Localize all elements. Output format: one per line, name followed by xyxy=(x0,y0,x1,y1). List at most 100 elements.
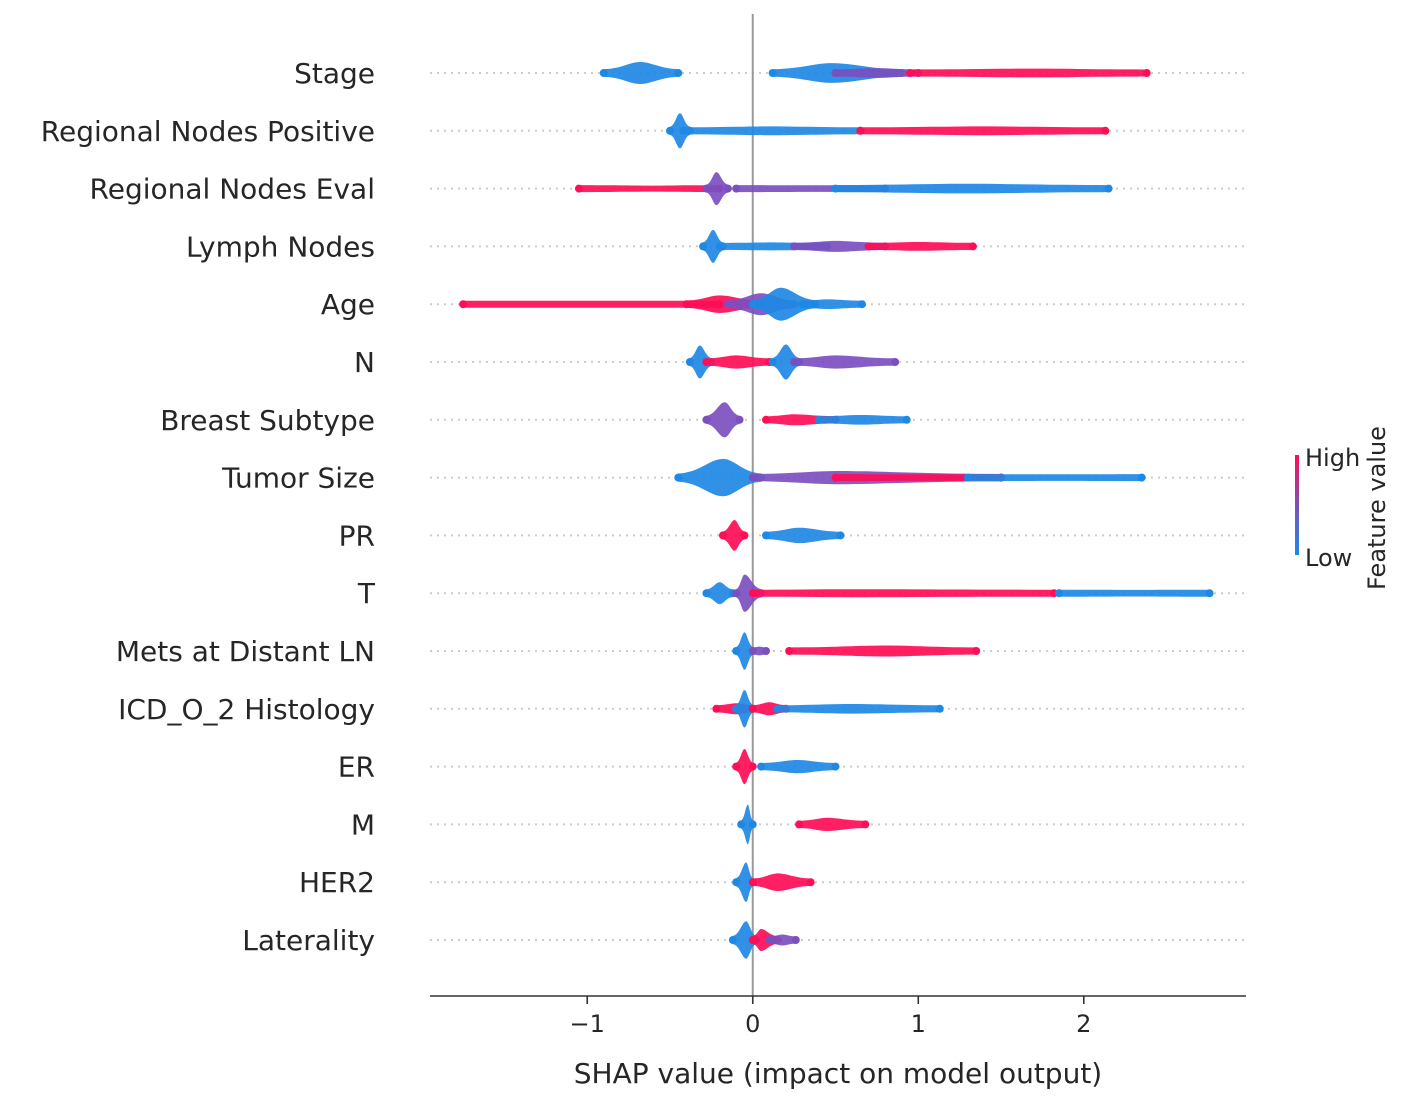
swarm-pr-1 xyxy=(722,520,745,551)
swarm-end-tumor-size-1-left xyxy=(674,473,683,482)
swarm-breast-subtype-3 xyxy=(818,415,907,425)
swarm-end-age-3-left xyxy=(723,300,732,309)
swarm-end-breast-subtype-2-left xyxy=(762,415,770,424)
swarm-end-mets-at-distant-ln-2-right xyxy=(762,647,770,655)
swarm-end-n-1-left xyxy=(685,358,694,366)
swarm-age-5 xyxy=(802,299,862,309)
swarm-pr-2 xyxy=(766,527,841,544)
swarm-m-2 xyxy=(799,817,866,831)
swarm-stage-1 xyxy=(603,62,679,84)
swarm-end-laterality-2-left xyxy=(748,936,757,944)
swarm-end-tumor-size-4-right xyxy=(1137,473,1146,482)
swarm-end-mets-at-distant-ln-1-left xyxy=(732,647,741,655)
swarm-end-icd-o-2-histology-1-left xyxy=(712,704,721,713)
swarm-regional-nodes-eval-1 xyxy=(578,185,720,193)
x-axis-label: SHAP value (impact on model output) xyxy=(574,1057,1102,1090)
x-ticks: −1 0 1 2 xyxy=(570,996,1091,1038)
swarm-end-er-1-left xyxy=(732,762,741,771)
swarm-end-regional-nodes-eval-1-left xyxy=(574,184,583,193)
swarm-regional-nodes-eval-2 xyxy=(706,172,728,206)
swarm-end-breast-subtype-1-left xyxy=(702,415,711,424)
swarm-laterality-1 xyxy=(732,921,757,959)
swarm-end-tumor-size-3-left xyxy=(831,473,840,482)
swarm-end-er-2-right xyxy=(831,762,840,771)
swarm-end-lymph-nodes-1-left xyxy=(699,242,708,251)
swarm-end-pr-1-left xyxy=(718,531,727,540)
swarm-end-age-5-left xyxy=(798,300,807,309)
swarm-n-4 xyxy=(794,355,896,369)
swarm-end-age-1-left xyxy=(459,300,468,309)
swarm-end-er-2-left xyxy=(757,762,766,771)
swarm-end-n-4-right xyxy=(891,358,900,366)
swarm-tumor-size-4 xyxy=(967,474,1142,482)
swarm-n-1 xyxy=(689,345,712,379)
feature-label-lymph-nodes: Lymph Nodes xyxy=(186,230,375,263)
swarm-regional-nodes-positive-3 xyxy=(860,126,1106,136)
feature-label-age: Age xyxy=(321,288,375,321)
swarm-regional-nodes-positive-2 xyxy=(683,126,861,136)
swarm-end-er-1-right xyxy=(748,762,757,771)
swarm-end-breast-subtype-3-left xyxy=(814,415,823,424)
swarm-end-regional-nodes-eval-2-left xyxy=(702,184,711,193)
swarm-end-laterality-3-right xyxy=(791,936,800,944)
colorbar: High Low Feature value xyxy=(1295,426,1391,590)
feature-label-er: ER xyxy=(338,751,375,784)
swarm-laterality-3 xyxy=(769,934,796,946)
swarm-t-1 xyxy=(706,582,733,605)
x-tick-label: 1 xyxy=(911,1010,926,1038)
swarm-end-stage-2-left xyxy=(768,69,777,77)
swarm-end-n-4-left xyxy=(790,358,799,366)
swarm-end-lymph-nodes-4-left xyxy=(864,242,873,251)
feature-label-breast-subtype: Breast Subtype xyxy=(160,404,375,437)
feature-label-her2: HER2 xyxy=(299,866,375,899)
x-tick-label: 0 xyxy=(745,1010,760,1038)
swarm-end-stage-3-left xyxy=(831,69,840,77)
swarm-tumor-size-3 xyxy=(835,474,1001,482)
swarm-end-laterality-3-left xyxy=(765,936,774,944)
swarm-end-m-2-left xyxy=(795,820,804,829)
swarm-age-4 xyxy=(752,287,816,321)
swarm-end-regional-nodes-positive-3-right xyxy=(1101,126,1110,135)
colorbar-gradient xyxy=(1295,455,1299,555)
swarm-end-n-2-left xyxy=(702,358,711,366)
swarm-er-1 xyxy=(736,749,753,785)
feature-label-tumor-size: Tumor Size xyxy=(221,462,375,495)
swarm-end-t-4-right xyxy=(1205,589,1214,598)
swarm-end-tumor-size-4-left xyxy=(963,473,972,482)
swarm-end-lymph-nodes-4-right xyxy=(968,242,977,251)
swarm-mets-at-distant-ln-1 xyxy=(736,632,753,670)
colorbar-high-label: High xyxy=(1305,444,1360,472)
swarm-stage-3 xyxy=(835,68,919,78)
swarm-regional-nodes-eval-4 xyxy=(835,183,1109,194)
swarm-end-tumor-size-2-left xyxy=(748,473,757,482)
swarm-n-2 xyxy=(706,355,770,369)
feature-label-laterality: Laterality xyxy=(242,924,375,957)
swarm-end-t-4-left xyxy=(1054,589,1063,598)
swarm-end-m-1-right xyxy=(748,820,757,829)
swarm-end-regional-nodes-positive-3-left xyxy=(856,126,865,135)
swarm-breast-subtype-1 xyxy=(706,402,740,438)
swarm-end-regional-nodes-eval-2-right xyxy=(723,184,732,193)
swarm-her2-2 xyxy=(752,873,811,891)
row-guides xyxy=(430,72,1246,941)
swarm-end-t-1-left xyxy=(702,589,711,598)
swarm-end-m-1-left xyxy=(737,820,746,829)
swarm-end-age-4-left xyxy=(748,300,757,309)
swarm-end-laterality-1-left xyxy=(728,936,737,944)
swarm-end-pr-1-right xyxy=(740,531,749,540)
colorbar-title: Feature value xyxy=(1363,426,1391,590)
swarm-lymph-nodes-1 xyxy=(703,229,723,263)
swarm-age-1 xyxy=(463,300,720,308)
swarm-end-mets-at-distant-ln-3-left xyxy=(785,647,794,655)
swarm-end-icd-o-2-histology-2-left xyxy=(732,704,741,713)
colorbar-low-label: Low xyxy=(1305,544,1352,572)
swarm-end-icd-o-2-histology-3-left xyxy=(748,704,757,713)
x-axis: −1 0 1 2 SHAP value (impact on model output… xyxy=(430,995,1246,1090)
feature-label-pr: PR xyxy=(339,519,375,552)
feature-label-t: T xyxy=(357,577,376,610)
swarm-lymph-nodes-3 xyxy=(794,240,886,252)
swarm-end-mets-at-distant-ln-2-left xyxy=(748,647,757,655)
swarm-laterality-2 xyxy=(752,929,778,951)
swarm-end-her2-1-left xyxy=(732,878,741,887)
swarm-end-t-2-left xyxy=(732,589,741,598)
